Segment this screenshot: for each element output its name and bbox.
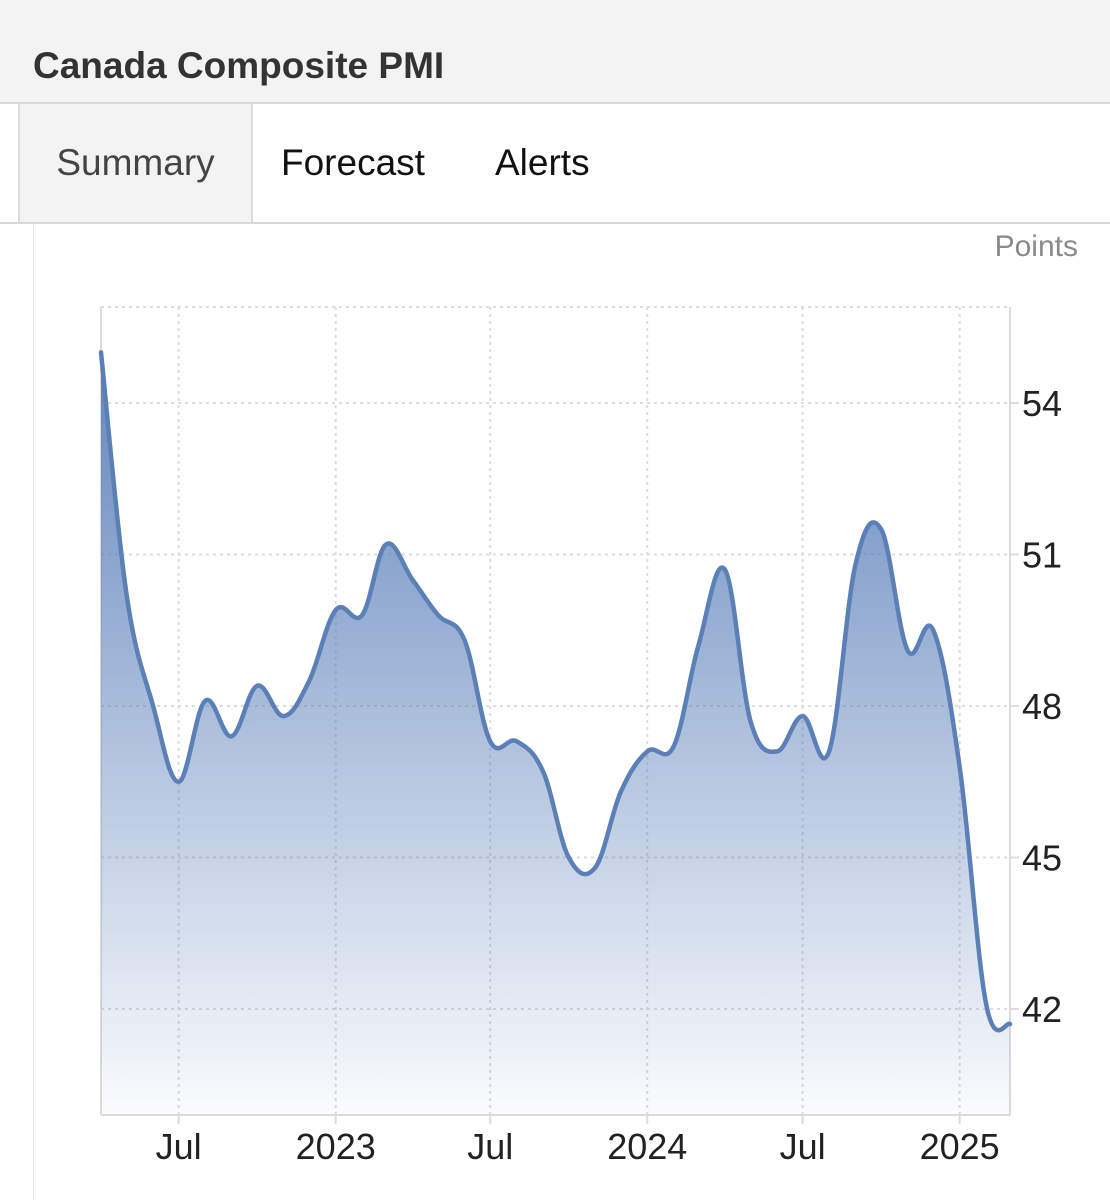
x-tick-label: 2024 xyxy=(607,1126,687,1167)
tab-forecast[interactable]: Forecast xyxy=(281,142,425,183)
x-tick-label: Jul xyxy=(467,1126,513,1167)
tab-summary[interactable]: Summary xyxy=(18,104,253,222)
unit-label: Points xyxy=(994,230,1078,263)
x-tick-label: Jul xyxy=(780,1126,826,1167)
y-tick-label: 48 xyxy=(1022,686,1062,727)
y-tick-label: 42 xyxy=(1022,989,1062,1030)
page-title: Canada Composite PMI xyxy=(33,45,445,86)
y-tick-label: 51 xyxy=(1022,534,1062,575)
tab-bar: Summary Forecast Alerts xyxy=(0,104,1110,224)
page-header: Canada Composite PMI xyxy=(0,0,1110,104)
x-tick-label: 2023 xyxy=(296,1126,376,1167)
tab-alerts[interactable]: Alerts xyxy=(495,142,590,183)
y-tick-label: 54 xyxy=(1022,383,1062,424)
y-tick-label: 45 xyxy=(1022,837,1062,878)
series-line xyxy=(98,350,1013,1033)
area-fill xyxy=(101,352,1010,1115)
x-tick-label: Jul xyxy=(156,1126,202,1167)
x-tick-label: 2025 xyxy=(920,1126,1000,1167)
